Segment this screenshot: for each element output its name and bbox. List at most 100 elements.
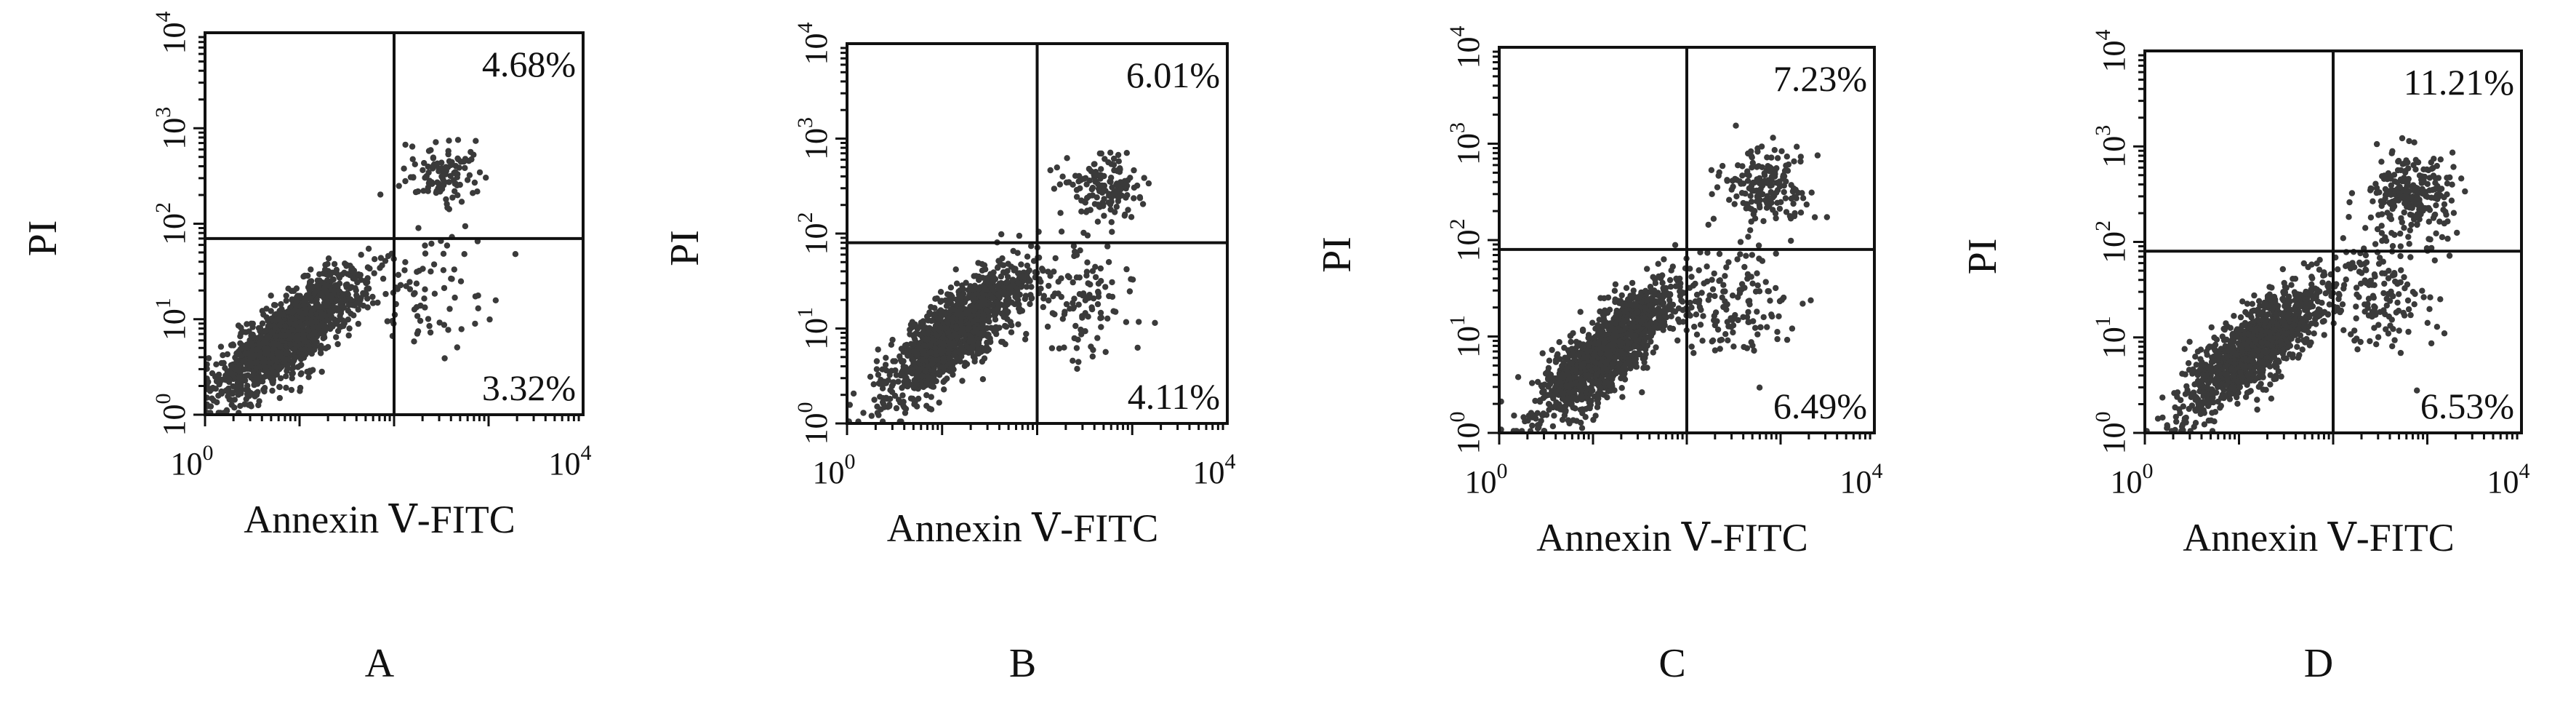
data-point bbox=[1641, 338, 1648, 345]
data-point bbox=[1719, 162, 1726, 170]
data-point bbox=[1749, 164, 1755, 171]
data-point bbox=[1791, 194, 1798, 200]
axis-ticks bbox=[835, 47, 1224, 435]
data-point bbox=[1752, 207, 1758, 215]
data-point bbox=[895, 397, 902, 403]
data-point bbox=[1123, 183, 1131, 189]
data-point bbox=[331, 260, 338, 268]
data-point bbox=[1072, 172, 1079, 179]
data-point bbox=[1106, 191, 1112, 197]
data-point bbox=[1084, 259, 1091, 266]
data-point bbox=[1789, 325, 1796, 332]
scatter-points bbox=[204, 137, 519, 416]
data-point bbox=[990, 325, 997, 332]
data-point bbox=[324, 317, 330, 324]
data-point bbox=[1624, 346, 1632, 353]
x-tick-label: 104 bbox=[1840, 459, 1883, 500]
data-point bbox=[920, 342, 928, 348]
data-point bbox=[1735, 316, 1741, 324]
data-point bbox=[444, 204, 451, 211]
panel-label: A bbox=[365, 641, 395, 686]
data-point bbox=[1044, 323, 1051, 330]
data-point bbox=[1094, 218, 1102, 225]
data-point bbox=[312, 319, 319, 325]
y-tick-label: 103 bbox=[1445, 122, 1486, 165]
data-point bbox=[975, 346, 982, 352]
data-point bbox=[1073, 274, 1080, 281]
data-point bbox=[428, 147, 434, 154]
data-point bbox=[1075, 359, 1082, 365]
data-point bbox=[1097, 315, 1104, 322]
data-point bbox=[1629, 303, 1637, 309]
data-point bbox=[1693, 291, 1701, 298]
data-point bbox=[1638, 319, 1645, 325]
data-point bbox=[291, 346, 298, 353]
data-point bbox=[323, 288, 329, 295]
data-point bbox=[1767, 298, 1773, 304]
data-point bbox=[242, 377, 249, 384]
data-point bbox=[914, 325, 921, 332]
data-point bbox=[1633, 343, 1640, 350]
data-point bbox=[433, 139, 439, 146]
data-point bbox=[457, 278, 465, 284]
data-point bbox=[325, 255, 332, 262]
data-point bbox=[1571, 388, 1578, 395]
y-axis-title: PI bbox=[662, 230, 707, 266]
data-point bbox=[890, 379, 897, 386]
data-point bbox=[937, 316, 944, 323]
data-point bbox=[867, 373, 874, 380]
data-point bbox=[454, 182, 460, 188]
data-point bbox=[401, 267, 408, 274]
data-point bbox=[1661, 287, 1667, 294]
data-point bbox=[1783, 178, 1789, 185]
data-point bbox=[1666, 324, 1674, 332]
data-point bbox=[1594, 404, 1601, 410]
data-point bbox=[292, 306, 299, 313]
data-point bbox=[1123, 150, 1131, 156]
data-point bbox=[1113, 204, 1120, 210]
data-point bbox=[1757, 324, 1764, 330]
data-point bbox=[1092, 274, 1099, 281]
data-point bbox=[237, 402, 244, 410]
data-point bbox=[317, 349, 324, 357]
data-point bbox=[422, 242, 428, 249]
data-point bbox=[1578, 425, 1586, 431]
data-point bbox=[1549, 392, 1555, 399]
data-point bbox=[1616, 360, 1623, 367]
data-point bbox=[1653, 344, 1659, 351]
data-point bbox=[1583, 395, 1589, 402]
data-point bbox=[888, 341, 895, 348]
data-point bbox=[1650, 274, 1656, 280]
data-point bbox=[377, 191, 384, 198]
data-point bbox=[270, 302, 278, 308]
data-point bbox=[1098, 150, 1105, 157]
data-point bbox=[1610, 342, 1616, 349]
data-point bbox=[297, 384, 304, 391]
data-point bbox=[919, 357, 926, 364]
data-point bbox=[1108, 219, 1115, 226]
data-point bbox=[1697, 322, 1704, 328]
data-point bbox=[980, 287, 987, 293]
data-point bbox=[1790, 185, 1797, 192]
data-point bbox=[893, 405, 900, 412]
data-point bbox=[1629, 279, 1636, 287]
data-point bbox=[1666, 291, 1674, 298]
data-point bbox=[305, 374, 312, 381]
data-point bbox=[253, 390, 260, 397]
data-point bbox=[1618, 320, 1626, 327]
data-point bbox=[1040, 303, 1047, 311]
data-point bbox=[1722, 288, 1728, 295]
data-point bbox=[1735, 294, 1741, 300]
data-point bbox=[1730, 322, 1737, 329]
data-point bbox=[904, 381, 910, 388]
data-point bbox=[1071, 295, 1078, 302]
data-point bbox=[1709, 276, 1715, 283]
data-point bbox=[430, 261, 438, 268]
data-point bbox=[1696, 267, 1702, 274]
data-point bbox=[1088, 306, 1096, 313]
data-point bbox=[923, 324, 929, 331]
data-point bbox=[979, 267, 986, 274]
data-point bbox=[935, 369, 942, 376]
data-point bbox=[289, 375, 295, 382]
data-point bbox=[260, 386, 267, 393]
